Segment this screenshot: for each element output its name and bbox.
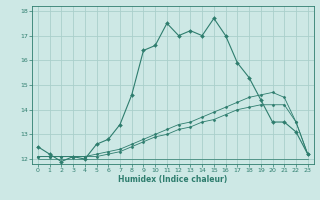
X-axis label: Humidex (Indice chaleur): Humidex (Indice chaleur) bbox=[118, 175, 228, 184]
